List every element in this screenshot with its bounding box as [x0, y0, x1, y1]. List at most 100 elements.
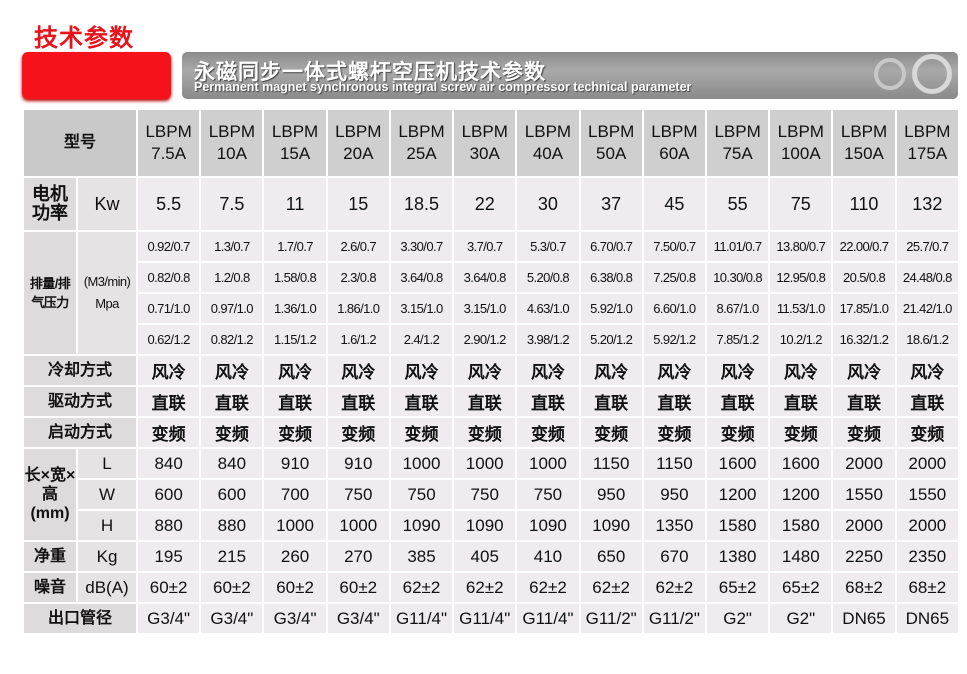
dimension-value: 2000 — [894, 509, 961, 542]
cooling-row: 冷却方式 风冷 风冷 风冷 风冷 风冷 风冷 风冷 风冷 风冷 风冷 风冷 风冷 风冷 — [21, 354, 961, 387]
flow-value: 2.6/0.7 — [325, 230, 391, 263]
outlet-value: G11/4" — [452, 602, 518, 635]
model-label: 型号 — [21, 108, 139, 178]
model-name: LBPM 150A — [831, 108, 897, 178]
flow-value: 1.36/1.0 — [262, 292, 328, 325]
flow-value: 1.15/1.2 — [262, 323, 328, 356]
drive-value: 直联 — [831, 385, 897, 418]
dimension-value: 600 — [199, 478, 265, 511]
model-name: LBPM 15A — [262, 108, 328, 178]
flow-value: 3.64/0.8 — [388, 261, 455, 294]
weight-row: 净重 Kg 195 215 260 270 385 405 410 650 670 1380 1480 2… — [22, 540, 961, 573]
flow-value: 0.62/1.2 — [136, 323, 202, 356]
start-value: 变频 — [262, 416, 328, 449]
flow-row: 0.71/1.0 0.97/1.0 1.36/1.0 1.86/1.0 3.15/1.0… — [23, 292, 961, 325]
dimension-value: 750 — [515, 478, 581, 511]
start-value: 变频 — [641, 416, 707, 449]
dimension-unit: L — [75, 447, 139, 480]
dimension-value: 750 — [325, 478, 391, 511]
flow-value: 3.7/0.7 — [452, 230, 518, 263]
flow-value: 5.20/0.8 — [515, 261, 581, 294]
model-name: LBPM 7.5A — [136, 108, 202, 178]
cooling-value: 风冷 — [578, 354, 644, 387]
flow-value: 11.53/1.0 — [768, 292, 834, 325]
flow-value: 12.95/0.8 — [768, 261, 834, 294]
weight-value: 215 — [199, 540, 265, 573]
dimension-value: 2000 — [831, 509, 897, 542]
flow-value: 3.98/1.2 — [515, 323, 581, 356]
model-name: LBPM 60A — [641, 108, 707, 178]
power-value: 75 — [768, 176, 834, 232]
dimension-value: 1090 — [452, 509, 518, 542]
power-value: 7.5 — [199, 176, 265, 232]
start-value: 变频 — [578, 416, 644, 449]
dimension-unit: H — [75, 509, 139, 542]
dimension-value: 1550 — [831, 478, 897, 511]
outlet-row: 出口管径 G3/4" G3/4" G3/4" G3/4" G11/4" G11/4" G11/… — [21, 602, 961, 635]
outlet-value: G3/4" — [325, 602, 391, 635]
dimension-value: 1350 — [641, 509, 707, 542]
dimension-value: 840 — [136, 447, 202, 480]
noise-unit: dB(A) — [75, 571, 139, 604]
power-value: 132 — [894, 176, 961, 232]
weight-value: 1480 — [768, 540, 834, 573]
power-value: 5.5 — [136, 176, 202, 232]
dimension-value: 750 — [452, 478, 518, 511]
dimension-value: 700 — [262, 478, 328, 511]
drive-value: 直联 — [704, 385, 771, 418]
dimension-value: 1580 — [768, 509, 834, 542]
drive-value: 直联 — [515, 385, 581, 418]
power-value: 18.5 — [388, 176, 455, 232]
noise-value: 60±2 — [199, 571, 265, 604]
dimension-value: 840 — [199, 447, 265, 480]
noise-value: 68±2 — [831, 571, 897, 604]
flow-value: 10.30/0.8 — [704, 261, 771, 294]
model-name: LBPM 100A — [768, 108, 834, 178]
flow-value: 4.63/1.0 — [515, 292, 581, 325]
dimension-value: 1000 — [452, 447, 518, 480]
flow-value: 6.60/1.0 — [641, 292, 707, 325]
dimension-value: 1000 — [262, 509, 328, 542]
flow-value: 2.4/1.2 — [388, 323, 455, 356]
weight-value: 410 — [515, 540, 581, 573]
start-value: 变频 — [199, 416, 265, 449]
model-name: LBPM 50A — [578, 108, 644, 178]
drive-value: 直联 — [894, 385, 961, 418]
drive-row: 驱动方式 直联 直联 直联 直联 直联 直联 直联 直联 直联 直联 直联 直联 直联 — [21, 385, 961, 418]
power-value: 45 — [641, 176, 707, 232]
start-value: 变频 — [136, 416, 202, 449]
flow-value: 3.15/1.0 — [452, 292, 518, 325]
dimensions-label: 长×宽×高(mm) — [22, 447, 78, 542]
dimension-value: 1090 — [515, 509, 581, 542]
flow-row: 0.62/1.2 0.82/1.2 1.15/1.2 1.6/1.2 2.4/1.2 2.… — [23, 323, 961, 356]
weight-value: 1380 — [704, 540, 771, 573]
outlet-value: G11/2" — [641, 602, 707, 635]
flow-value: 22.00/0.7 — [831, 230, 897, 263]
flow-value: 0.97/1.0 — [199, 292, 265, 325]
dimension-row: 长×宽×高(mm) L 840 840 910 910 1000 1000 1000 1150 11… — [22, 447, 961, 542]
dimension-value: 750 — [388, 478, 455, 511]
outlet-value: G3/4" — [199, 602, 265, 635]
model-name: LBPM 30A — [452, 108, 518, 178]
outlet-value: G2" — [704, 602, 771, 635]
outlet-value: G11/2" — [578, 602, 644, 635]
noise-value: 62±2 — [452, 571, 518, 604]
drive-label: 驱动方式 — [21, 385, 139, 418]
red-label-block — [22, 52, 171, 99]
dimension-value: 1550 — [894, 478, 961, 511]
flow-value: 17.85/1.0 — [831, 292, 897, 325]
cooling-value: 风冷 — [515, 354, 581, 387]
flow-value: 18.6/1.2 — [894, 323, 961, 356]
outlet-value: DN65 — [894, 602, 961, 635]
dimension-value: 1150 — [578, 447, 644, 480]
flow-value: 8.67/1.0 — [704, 292, 771, 325]
dimension-value: 880 — [136, 509, 202, 542]
cooling-value: 风冷 — [704, 354, 771, 387]
cooling-value: 风冷 — [388, 354, 455, 387]
dimension-value: 1150 — [641, 447, 707, 480]
noise-value: 62±2 — [641, 571, 707, 604]
flow-value: 1.7/0.7 — [262, 230, 328, 263]
dimension-value: 2000 — [831, 447, 897, 480]
dimension-unit: W — [75, 478, 139, 511]
flow-value: 0.82/0.8 — [136, 261, 202, 294]
